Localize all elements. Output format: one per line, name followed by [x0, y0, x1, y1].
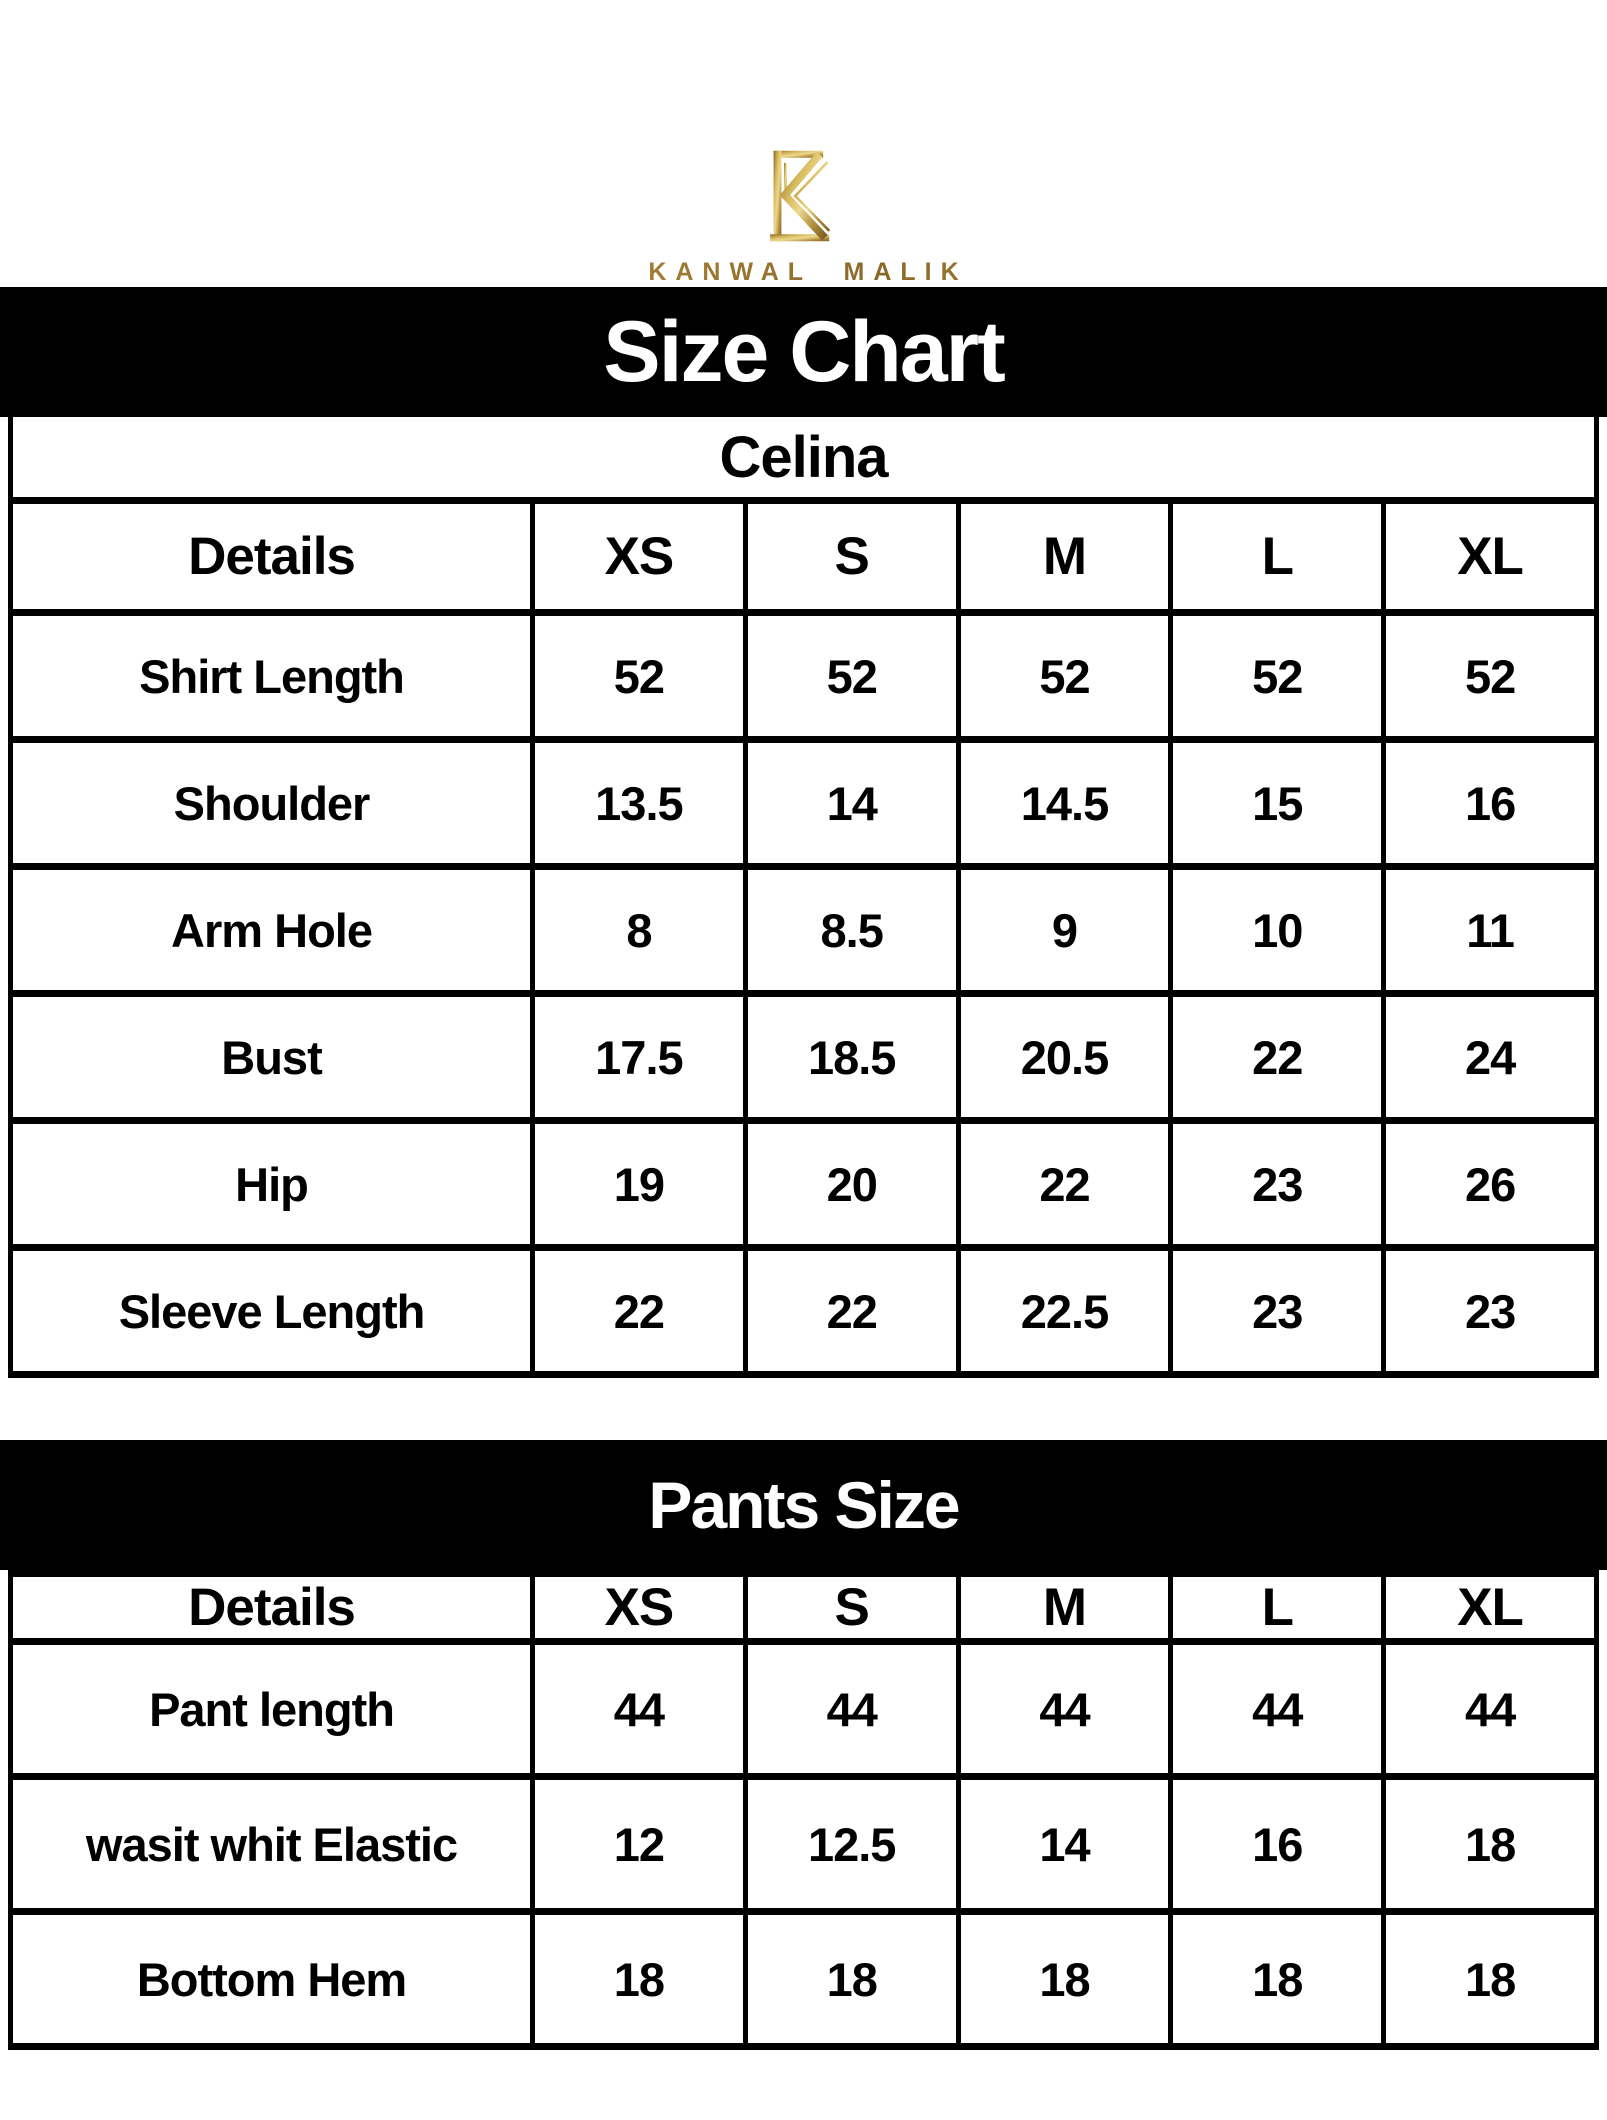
measurement-value-cell: 20 — [742, 1117, 961, 1251]
row-label: Sleeve Length — [7, 1244, 536, 1378]
column-header-size: S — [742, 1570, 961, 1645]
pants-table-header-row: Details XS S M L XL — [7, 1570, 1599, 1645]
table-row: wasit whit Elastic 12 12.5 14 16 18 — [7, 1773, 1599, 1915]
shirt-table-header-row: Details XS S M L XL — [7, 497, 1599, 616]
column-header-size: XS — [530, 497, 748, 616]
measurement-value-cell: 8 — [530, 863, 748, 997]
measurement-value-cell: 16 — [1168, 1773, 1387, 1915]
column-header-size: L — [1168, 1570, 1387, 1645]
measurement-value-cell: 19 — [530, 1117, 748, 1251]
measurement-value-cell: 44 — [530, 1638, 748, 1780]
measurement-value-cell: 44 — [1381, 1638, 1599, 1780]
measurement-value-cell: 52 — [1381, 609, 1599, 743]
measurement-value-cell: 22 — [742, 1244, 961, 1378]
measurement-value-cell: 22 — [955, 1117, 1174, 1251]
row-label: Bust — [7, 990, 536, 1124]
pants-size-banner-title: Pants Size — [648, 1468, 960, 1542]
table-row: Pant length 44 44 44 44 44 — [7, 1638, 1599, 1780]
measurement-value-cell: 26 — [1381, 1117, 1599, 1251]
column-header-size: L — [1168, 497, 1387, 616]
table-row: Arm Hole 8 8.5 9 10 11 — [7, 863, 1599, 997]
row-label: wasit whit Elastic — [7, 1773, 536, 1915]
measurement-value-cell: 22 — [1168, 990, 1387, 1124]
pants-size-table: Details XS S M L XL Pant length 44 44 44 44 44 wasi… — [7, 1570, 1599, 2050]
row-label: Bottom Hem — [7, 1908, 536, 2050]
pants-size-banner: Pants Size — [0, 1440, 1607, 1570]
measurement-value-cell: 23 — [1168, 1117, 1387, 1251]
measurement-value-cell: 20.5 — [955, 990, 1174, 1124]
brand-name: KANWAL MALIK — [0, 258, 1607, 287]
table-row: Bottom Hem 18 18 18 18 18 — [7, 1908, 1599, 2050]
table-row: Sleeve Length 22 22 22.5 23 23 — [7, 1244, 1599, 1378]
column-header-size: XL — [1381, 1570, 1599, 1645]
row-label: Hip — [7, 1117, 536, 1251]
section-divider — [0, 1378, 1607, 1440]
measurement-value-cell: 44 — [955, 1638, 1174, 1780]
measurement-value-cell: 52 — [955, 609, 1174, 743]
measurement-value-cell: 10 — [1168, 863, 1387, 997]
measurement-value-cell: 17.5 — [530, 990, 748, 1124]
size-chart-banner-title: Size Chart — [603, 303, 1006, 400]
measurement-value-cell: 18 — [530, 1908, 748, 2050]
measurement-value-cell: 18.5 — [742, 990, 961, 1124]
row-label: Pant length — [7, 1638, 536, 1780]
measurement-value-cell: 18 — [955, 1908, 1174, 2050]
row-label: Shoulder — [7, 736, 536, 870]
measurement-value-cell: 23 — [1168, 1244, 1387, 1378]
measurement-value-cell: 14.5 — [955, 736, 1174, 870]
product-name-row: Celina — [8, 417, 1599, 497]
column-header-size: M — [955, 1570, 1174, 1645]
measurement-value-cell: 12 — [530, 1773, 748, 1915]
column-header-details: Details — [7, 1570, 536, 1645]
column-header-size: M — [955, 497, 1174, 616]
shirt-size-table: Details XS S M L XL Shirt Length 52 52 52 52 52 Sho… — [7, 497, 1599, 1378]
measurement-value-cell: 22.5 — [955, 1244, 1174, 1378]
measurement-value-cell: 52 — [1168, 609, 1387, 743]
column-header-size: S — [742, 497, 961, 616]
measurement-value-cell: 52 — [742, 609, 961, 743]
table-row: Shoulder 13.5 14 14.5 15 16 — [7, 736, 1599, 870]
measurement-value-cell: 11 — [1381, 863, 1599, 997]
measurement-value-cell: 18 — [1381, 1773, 1599, 1915]
measurement-value-cell: 44 — [1168, 1638, 1387, 1780]
measurement-value-cell: 12.5 — [742, 1773, 961, 1915]
measurement-value-cell: 18 — [1168, 1908, 1387, 2050]
brand-monogram-icon — [769, 150, 830, 242]
column-header-size: XL — [1381, 497, 1599, 616]
column-header-size: XS — [530, 1570, 748, 1645]
column-header-details: Details — [7, 497, 536, 616]
measurement-value-cell: 15 — [1168, 736, 1387, 870]
measurement-value-cell: 14 — [955, 1773, 1174, 1915]
measurement-value-cell: 8.5 — [742, 863, 961, 997]
measurement-value-cell: 52 — [530, 609, 748, 743]
table-row: Hip 19 20 22 23 26 — [7, 1117, 1599, 1251]
measurement-value-cell: 18 — [1381, 1908, 1599, 2050]
measurement-value-cell: 44 — [742, 1638, 961, 1780]
measurement-value-cell: 9 — [955, 863, 1174, 997]
measurement-value-cell: 18 — [742, 1908, 961, 2050]
product-name: Celina — [719, 424, 888, 490]
table-row: Shirt Length 52 52 52 52 52 — [7, 609, 1599, 743]
measurement-value-cell: 24 — [1381, 990, 1599, 1124]
size-chart-banner: Size Chart — [0, 287, 1607, 417]
row-label: Shirt Length — [7, 609, 536, 743]
brand-logo: KANWAL MALIK — [0, 0, 1607, 287]
measurement-value-cell: 16 — [1381, 736, 1599, 870]
measurement-value-cell: 14 — [742, 736, 961, 870]
measurement-value-cell: 13.5 — [530, 736, 748, 870]
measurement-value-cell: 23 — [1381, 1244, 1599, 1378]
table-row: Bust 17.5 18.5 20.5 22 24 — [7, 990, 1599, 1124]
measurement-value-cell: 22 — [530, 1244, 748, 1378]
row-label: Arm Hole — [7, 863, 536, 997]
